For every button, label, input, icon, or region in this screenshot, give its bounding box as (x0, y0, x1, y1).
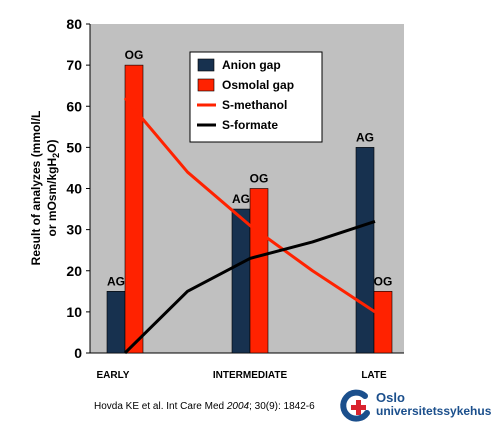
y-tick-label: 0 (74, 345, 82, 361)
bar-label: AG (232, 192, 250, 206)
line-s-formate (123, 219, 376, 355)
lines (123, 97, 376, 355)
x-tick-label: LATE (361, 370, 387, 381)
line-s-methanol (123, 97, 376, 314)
legend-label: S-formate (222, 118, 278, 132)
bar-label: OG (250, 172, 269, 186)
logo-mark-icon (340, 389, 370, 422)
bar-osmolal-gap (249, 188, 269, 354)
y-tick-label: 20 (66, 263, 82, 279)
y-tick-label: 40 (66, 181, 82, 197)
x-axis-labels: EARLY INTERMEDIATE LATE (97, 370, 388, 381)
legend-label: S-methanol (222, 98, 287, 112)
x-tick-label: INTERMEDIATE (213, 370, 288, 381)
y-axis-label: Result of analyzes (mmol/L (29, 111, 43, 266)
y-axis-title: or mOsm/kgH2O) (45, 139, 61, 236)
legend-swatch (197, 78, 215, 92)
legend-label: Anion gap (222, 58, 281, 72)
y-axis-label-line1: Result of analyzes (mmol/L (29, 111, 43, 266)
bar-label: AG (107, 274, 125, 288)
bar-label: OG (374, 274, 393, 288)
x-tick-label: EARLY (97, 370, 130, 381)
hospital-logo: Oslo universitetssykehus (339, 387, 497, 427)
citation: Hovda KE et al. Int Care Med 2004; 30(9)… (94, 401, 315, 412)
y-tick-label: 70 (66, 57, 82, 73)
legend-label: Osmolal gap (222, 78, 294, 92)
logo-text-line2: universitetssykehus (376, 404, 492, 418)
bar-label: AG (356, 130, 374, 144)
citation-text: Hovda KE et al. Int Care Med (94, 401, 227, 412)
bar-anion-gap (355, 147, 375, 354)
bar-osmolal-gap (124, 64, 144, 354)
citation-year: 2004 (226, 401, 250, 412)
citation-pages: ; 30(9): 1842-6 (249, 401, 315, 412)
y-tick-label: 50 (66, 139, 82, 155)
y-tick-label: 60 (66, 98, 82, 114)
bar-osmolal-gap (373, 291, 393, 354)
bar-label: OG (125, 48, 144, 62)
y-tick-label: 80 (66, 16, 82, 32)
legend: Anion gap Osmolal gap S-methanol S-formate (189, 51, 323, 143)
legend-swatch (197, 58, 215, 72)
bar-anion-gap (231, 208, 251, 354)
y-axis-label-line2: or mOsm/kgH2O) (45, 139, 61, 236)
logo-text-line1: Oslo (376, 390, 405, 405)
y-tick-label: 30 (66, 222, 82, 238)
y-tick-label: 10 (66, 304, 82, 320)
bar-anion-gap (106, 291, 126, 354)
